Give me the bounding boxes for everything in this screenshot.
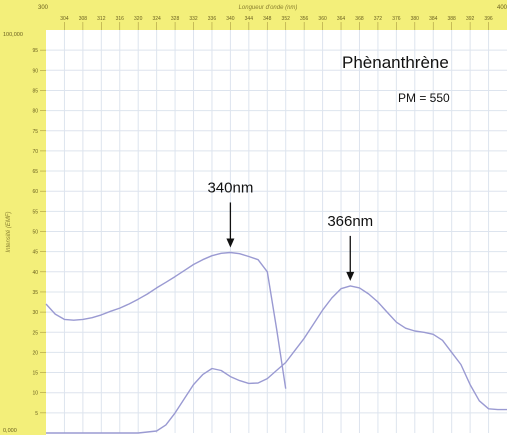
x-min-label: 300 — [38, 5, 49, 11]
plot-area — [46, 30, 507, 435]
x-tick-label: 308 — [79, 16, 88, 22]
y-tick-label: 65 — [32, 169, 38, 175]
y-tick-label: 60 — [32, 189, 38, 195]
x-max-label: 400 — [497, 5, 507, 11]
series-line-1 — [45, 251, 287, 389]
x-tick-labels: 304 308 312 316 320 324 328 332 336 340 344 348 352 3… — [60, 16, 493, 30]
x-tick-label: 376 — [392, 16, 401, 22]
x-tick-label: 324 — [152, 16, 161, 22]
x-tick-label: 360 — [318, 16, 327, 22]
x-tick-label: 392 — [466, 16, 475, 22]
x-tick-label: 336 — [208, 16, 217, 22]
annotation-arrow-head-2 — [346, 271, 355, 281]
x-axis-label: Longueur d'onde (nm) — [239, 5, 298, 11]
y-tick-label: 25 — [32, 330, 38, 336]
x-tick-label: 344 — [245, 16, 254, 22]
y-tick-label: 75 — [32, 129, 38, 135]
y-axis-label: Intensité (EMF) — [6, 211, 12, 252]
x-tick-label: 316 — [116, 16, 125, 22]
x-tick-label: 340 — [226, 16, 235, 22]
annotation-label-1: 340nm — [207, 179, 253, 196]
annotations: 340nm 366nm — [207, 179, 373, 281]
y-tick-label: 95 — [32, 48, 38, 54]
y-tick-label: 80 — [32, 109, 38, 115]
series-lines — [45, 251, 507, 434]
annotation-arrow-head-1 — [226, 238, 235, 248]
x-tick-label: 368 — [355, 16, 364, 22]
y-tick-label: 90 — [32, 68, 38, 74]
y-tick-label: 55 — [32, 209, 38, 215]
y-tick-label: 35 — [32, 290, 38, 296]
x-tick-label: 304 — [60, 16, 69, 22]
left-frame — [0, 30, 46, 435]
y-tick-label: 85 — [32, 88, 38, 94]
y-tick-label: 50 — [32, 230, 38, 236]
molecular-mass: PM = 550 — [398, 91, 450, 105]
y-min-label: 0,000 — [3, 428, 17, 434]
y-tick-label: 40 — [32, 270, 38, 276]
x-tick-label: 388 — [448, 16, 457, 22]
x-tick-label: 312 — [97, 16, 106, 22]
series-line-2 — [46, 285, 507, 434]
y-tick-label: 45 — [32, 250, 38, 256]
y-tick-label: 5 — [35, 411, 38, 417]
grid — [46, 30, 507, 433]
x-tick-label: 380 — [411, 16, 420, 22]
top-frame — [0, 0, 507, 30]
y-max-label: 100,000 — [3, 32, 23, 38]
x-tick-label: 348 — [263, 16, 272, 22]
y-tick-label: 20 — [32, 350, 38, 356]
y-tick-label: 30 — [32, 310, 38, 316]
x-tick-label: 372 — [374, 16, 383, 22]
compound-name: Phènanthrène — [342, 53, 449, 72]
x-tick-label: 320 — [134, 16, 143, 22]
x-tick-label: 352 — [282, 16, 291, 22]
x-tick-label: 396 — [484, 16, 493, 22]
y-tick-label: 15 — [32, 371, 38, 377]
x-tick-label: 328 — [171, 16, 180, 22]
y-tick-label: 70 — [32, 149, 38, 155]
x-tick-label: 364 — [337, 16, 346, 22]
x-tick-label: 356 — [300, 16, 309, 22]
y-tick-label: 10 — [32, 391, 38, 397]
annotation-label-2: 366nm — [327, 213, 373, 230]
x-tick-label: 332 — [189, 16, 198, 22]
y-tick-labels: 5 10 15 20 25 30 35 40 45 50 55 60 65 70 75 80 85 90 95 — [32, 48, 46, 417]
x-tick-label: 384 — [429, 16, 438, 22]
